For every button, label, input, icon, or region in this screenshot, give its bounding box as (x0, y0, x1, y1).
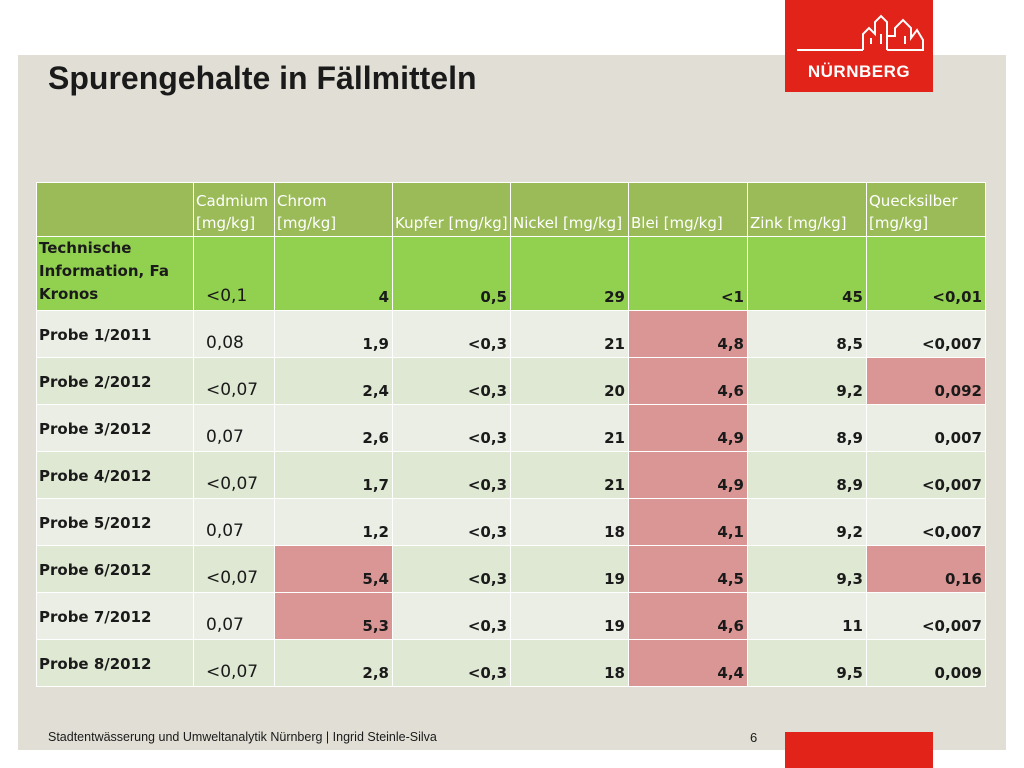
cell-zink: 45 (747, 236, 867, 311)
cell-blei: 4,1 (628, 498, 748, 546)
cell-cadmium: 0,07 (193, 404, 275, 452)
cell-quecksilber: <0,007 (866, 310, 986, 358)
cell-quecksilber: <0,007 (866, 498, 986, 546)
nuernberg-logo: NÜRNBERG (785, 0, 933, 92)
cell-nickel: 20 (510, 357, 629, 405)
header-cadmium: Cadmium [mg/kg] (193, 182, 275, 237)
cell-quecksilber: <0,007 (866, 451, 986, 499)
cell-chrom: 2,6 (274, 404, 393, 452)
reference-row: Technische Information, Fa Kronos <0,1 4… (36, 236, 986, 311)
cell-kupfer: <0,3 (392, 592, 511, 640)
cell-cadmium: 0,07 (193, 498, 275, 546)
cell-chrom: 1,2 (274, 498, 393, 546)
table-row: Probe 8/2012 <0,07 2,8 <0,3 18 4,4 9,5 0,009 (36, 639, 986, 687)
footer-credit: Stadtentwässerung und Umweltanalytik Nür… (48, 730, 437, 744)
header-empty (36, 182, 194, 237)
cell-nickel: 21 (510, 310, 629, 358)
header-quecksilber: Quecksilber [mg/kg] (866, 182, 986, 237)
table-row: Probe 2/2012 <0,07 2,4 <0,3 20 4,6 9,2 0,092 (36, 357, 986, 405)
row-label: Probe 8/2012 (36, 639, 194, 687)
cell-blei: 4,6 (628, 592, 748, 640)
row-label: Probe 3/2012 (36, 404, 194, 452)
row-label: Probe 7/2012 (36, 592, 194, 640)
cell-cadmium: <0,07 (193, 451, 275, 499)
table-row: Probe 4/2012 <0,07 1,7 <0,3 21 4,9 8,9 <0,007 (36, 451, 986, 499)
cell-quecksilber: 0,16 (866, 545, 986, 593)
cell-blei: 4,4 (628, 639, 748, 687)
cell-kupfer: 0,5 (392, 236, 511, 311)
cell-nickel: 19 (510, 545, 629, 593)
cell-quecksilber: <0,007 (866, 592, 986, 640)
row-label: Probe 4/2012 (36, 451, 194, 499)
cell-cadmium: <0,1 (193, 236, 275, 311)
trace-content-table: Cadmium [mg/kg] Chrom [mg/kg] Kupfer [mg… (36, 182, 986, 687)
cell-kupfer: <0,3 (392, 498, 511, 546)
cell-chrom: 1,9 (274, 310, 393, 358)
footer-accent-bar (785, 732, 933, 768)
cell-blei: <1 (628, 236, 748, 311)
header-zink: Zink [mg/kg] (747, 182, 867, 237)
cell-zink: 8,9 (747, 404, 867, 452)
cell-quecksilber: 0,007 (866, 404, 986, 452)
cell-quecksilber: 0,009 (866, 639, 986, 687)
header-chrom: Chrom [mg/kg] (274, 182, 393, 237)
cell-blei: 4,6 (628, 357, 748, 405)
table-row: Probe 6/2012 <0,07 5,4 <0,3 19 4,5 9,3 0,16 (36, 545, 986, 593)
cell-zink: 8,9 (747, 451, 867, 499)
row-label: Technische Information, Fa Kronos (36, 236, 194, 311)
header-kupfer: Kupfer [mg/kg] (392, 182, 511, 237)
cell-nickel: 19 (510, 592, 629, 640)
cell-nickel: 21 (510, 404, 629, 452)
slide-title: Spurengehalte in Fällmitteln (48, 60, 477, 96)
cell-nickel: 18 (510, 639, 629, 687)
cell-cadmium: 0,08 (193, 310, 275, 358)
cell-cadmium: <0,07 (193, 357, 275, 405)
cell-chrom: 5,3 (274, 592, 393, 640)
cell-chrom: 4 (274, 236, 393, 311)
cell-chrom: 1,7 (274, 451, 393, 499)
cell-cadmium: <0,07 (193, 639, 275, 687)
row-label: Probe 6/2012 (36, 545, 194, 593)
page-number: 6 (750, 730, 758, 745)
cell-zink: 9,5 (747, 639, 867, 687)
table-row: Probe 3/2012 0,07 2,6 <0,3 21 4,9 8,9 0,007 (36, 404, 986, 452)
table-row: Probe 7/2012 0,07 5,3 <0,3 19 4,6 11 <0,007 (36, 592, 986, 640)
table-row: Probe 5/2012 0,07 1,2 <0,3 18 4,1 9,2 <0,007 (36, 498, 986, 546)
row-label: Probe 2/2012 (36, 357, 194, 405)
cell-zink: 9,2 (747, 498, 867, 546)
cell-chrom: 2,8 (274, 639, 393, 687)
cell-quecksilber: 0,092 (866, 357, 986, 405)
cell-nickel: 21 (510, 451, 629, 499)
cell-cadmium: 0,07 (193, 592, 275, 640)
cell-kupfer: <0,3 (392, 404, 511, 452)
logo-wordmark: NÜRNBERG (807, 62, 911, 81)
cell-zink: 9,2 (747, 357, 867, 405)
cell-blei: 4,9 (628, 451, 748, 499)
row-label: Probe 1/2011 (36, 310, 194, 358)
cell-blei: 4,8 (628, 310, 748, 358)
cell-chrom: 5,4 (274, 545, 393, 593)
cell-chrom: 2,4 (274, 357, 393, 405)
cell-zink: 8,5 (747, 310, 867, 358)
cell-kupfer: <0,3 (392, 310, 511, 358)
cell-kupfer: <0,3 (392, 451, 511, 499)
table-header-row: Cadmium [mg/kg] Chrom [mg/kg] Kupfer [mg… (36, 182, 986, 237)
cell-quecksilber: <0,01 (866, 236, 986, 311)
header-nickel: Nickel [mg/kg] (510, 182, 629, 237)
table-row: Probe 1/2011 0,08 1,9 <0,3 21 4,8 8,5 <0,007 (36, 310, 986, 358)
cell-zink: 11 (747, 592, 867, 640)
cell-nickel: 29 (510, 236, 629, 311)
cell-kupfer: <0,3 (392, 639, 511, 687)
row-label: Probe 5/2012 (36, 498, 194, 546)
cell-zink: 9,3 (747, 545, 867, 593)
nuernberg-castle-icon (797, 14, 924, 51)
header-blei: Blei [mg/kg] (628, 182, 748, 237)
cell-kupfer: <0,3 (392, 545, 511, 593)
cell-kupfer: <0,3 (392, 357, 511, 405)
cell-blei: 4,5 (628, 545, 748, 593)
cell-nickel: 18 (510, 498, 629, 546)
cell-blei: 4,9 (628, 404, 748, 452)
cell-cadmium: <0,07 (193, 545, 275, 593)
